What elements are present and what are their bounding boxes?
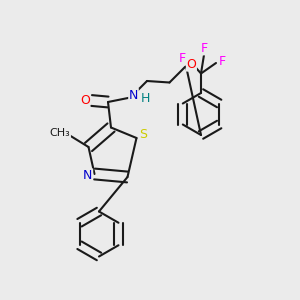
Text: F: F — [219, 55, 226, 68]
Text: N: N — [129, 88, 138, 102]
Text: O: O — [80, 94, 90, 107]
Text: CH₃: CH₃ — [50, 128, 70, 138]
Text: F: F — [200, 42, 208, 55]
Text: S: S — [139, 128, 147, 142]
Text: F: F — [179, 52, 186, 65]
Text: H: H — [140, 92, 150, 105]
Text: N: N — [83, 169, 93, 182]
Text: O: O — [187, 58, 196, 71]
